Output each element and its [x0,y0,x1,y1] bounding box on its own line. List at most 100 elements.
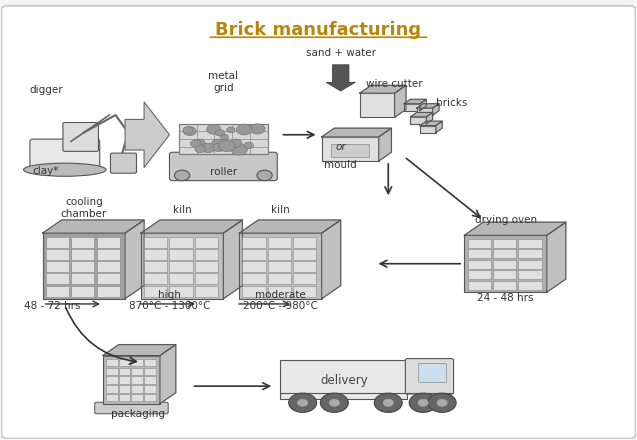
Circle shape [215,130,225,136]
Bar [118,394,131,401]
Bar [195,274,218,284]
Bar [71,286,94,297]
Bar [468,249,491,258]
Polygon shape [394,85,406,117]
Circle shape [202,143,215,153]
Circle shape [289,393,317,412]
Polygon shape [464,222,566,235]
Text: clay*: clay* [32,166,59,176]
Bar [293,261,317,272]
FancyBboxPatch shape [141,233,224,299]
Circle shape [190,140,201,147]
Polygon shape [322,128,391,137]
Text: 48 - 72 hrs: 48 - 72 hrs [24,301,80,311]
Bar [468,260,491,269]
Polygon shape [141,220,243,233]
Text: delivery: delivery [320,374,368,387]
Circle shape [207,125,221,134]
Polygon shape [103,345,176,356]
Bar [519,270,541,279]
Circle shape [320,393,348,412]
FancyBboxPatch shape [419,363,447,383]
Bar [493,239,516,248]
Bar [243,274,266,284]
Circle shape [227,127,235,133]
Polygon shape [547,222,566,292]
Bar [468,239,491,248]
Bar [268,249,291,260]
FancyBboxPatch shape [103,356,160,403]
Polygon shape [160,345,176,403]
Bar [195,261,218,272]
Bar [169,237,193,248]
Circle shape [329,399,340,406]
Polygon shape [43,220,144,233]
Text: digger: digger [29,85,62,95]
Text: packaging: packaging [111,409,165,419]
Ellipse shape [24,163,106,176]
Bar [293,286,317,297]
FancyBboxPatch shape [63,122,99,151]
FancyBboxPatch shape [410,117,426,124]
Bar [293,274,317,284]
Text: kiln: kiln [173,205,192,216]
Bar [106,394,118,401]
Polygon shape [125,220,144,299]
Bar [97,286,120,297]
Bar [46,261,69,272]
Bar [268,274,291,284]
Bar [97,274,120,284]
Bar [144,286,168,297]
Bar [71,237,94,248]
Text: kiln: kiln [271,205,290,216]
Circle shape [183,127,196,136]
Bar [46,274,69,284]
Circle shape [229,139,242,147]
Bar [46,286,69,297]
Bar [243,249,266,260]
Circle shape [211,139,225,148]
Polygon shape [125,102,169,168]
FancyBboxPatch shape [110,153,136,173]
Polygon shape [326,65,355,91]
Bar [118,376,131,384]
Circle shape [375,393,402,412]
Circle shape [220,134,229,140]
Bar [268,261,291,272]
Bar [195,286,218,297]
Text: drying oven: drying oven [475,215,536,225]
Circle shape [437,399,447,406]
Bar [468,270,491,279]
Bar [293,249,317,260]
Bar [46,249,69,260]
Bar [144,359,156,367]
Bar [144,376,156,384]
Text: bricks: bricks [436,98,467,108]
FancyBboxPatch shape [331,144,369,157]
Bar [144,367,156,375]
Bar [71,274,94,284]
Bar [144,261,168,272]
Circle shape [250,124,265,134]
Bar [144,394,156,401]
Text: cooling
chamber: cooling chamber [61,197,107,219]
Polygon shape [404,99,426,104]
Bar [144,237,168,248]
Bar [493,270,516,279]
Circle shape [409,393,437,412]
FancyBboxPatch shape [179,124,268,154]
Circle shape [257,170,272,181]
Circle shape [383,399,393,406]
Bar [268,237,291,248]
Polygon shape [420,121,442,125]
Bar [106,359,118,367]
FancyBboxPatch shape [420,125,436,132]
Bar [106,385,118,393]
Bar [169,274,193,284]
FancyBboxPatch shape [322,137,379,161]
Circle shape [418,399,428,406]
Text: wire cutter: wire cutter [366,79,423,88]
FancyBboxPatch shape [280,360,407,399]
Polygon shape [410,113,433,117]
Bar [118,367,131,375]
